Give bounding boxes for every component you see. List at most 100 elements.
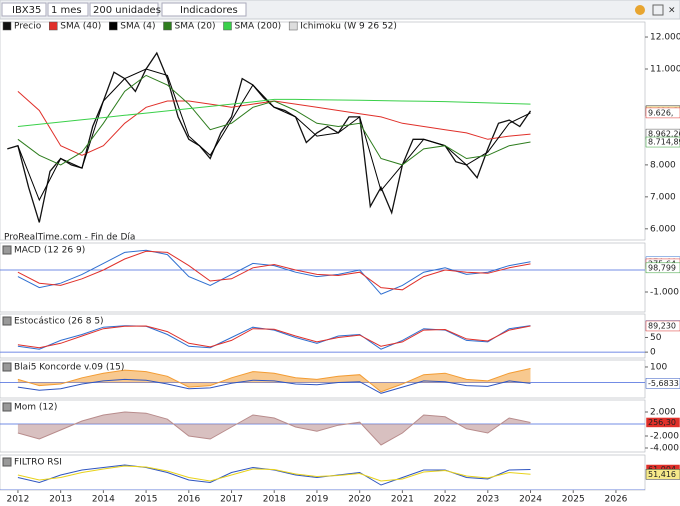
x-tick-label: 2016	[177, 495, 200, 505]
title-icon	[2, 316, 12, 326]
value-label-box	[645, 469, 680, 480]
panel	[0, 454, 646, 491]
value-label-box	[645, 320, 680, 332]
indicators-box[interactable]	[161, 2, 247, 17]
series-line	[17, 74, 531, 166]
value-label: 9.626,	[648, 108, 673, 117]
panel-title: FILTRO RSI	[14, 458, 62, 468]
units-box[interactable]	[89, 2, 159, 17]
value-label: 8.714,89	[648, 138, 680, 147]
plot	[0, 464, 645, 490]
legend-label: Ichimoku (W 9 26 52)	[300, 22, 397, 32]
series-line	[17, 98, 531, 127]
plot	[0, 325, 645, 353]
panel-title: Estocástico (26 8 5)	[14, 317, 104, 327]
legend-swatch	[223, 21, 232, 31]
legend-label: Precio	[14, 22, 42, 32]
panel	[0, 313, 646, 359]
value-label: 51,416	[648, 470, 676, 479]
y-tick-label: 11.000	[650, 64, 680, 74]
legend-swatch	[163, 21, 172, 31]
value-label: 8.962,26	[648, 130, 680, 139]
value-label-box	[645, 417, 680, 428]
series-line	[17, 411, 531, 446]
series-line	[17, 378, 531, 394]
x-tick-label: 2013	[49, 495, 72, 505]
legend-swatch	[2, 21, 12, 31]
legend-swatch	[109, 21, 118, 31]
x-tick-label: 2020	[348, 495, 371, 505]
close-icon[interactable]: ×	[668, 6, 676, 16]
area	[17, 368, 531, 392]
plot	[0, 249, 645, 295]
y-tick-label: -4.000	[650, 443, 679, 453]
value-label: -5,6833	[648, 379, 679, 388]
legend-label: SMA (4)	[120, 22, 155, 32]
x-tick-label: 2015	[135, 495, 158, 505]
y-tick-label: 100	[650, 362, 667, 372]
series-line	[17, 368, 531, 393]
x-tick-label: 2012	[6, 495, 29, 505]
legend-label: SMA (200)	[234, 22, 281, 32]
period-box[interactable]	[47, 2, 89, 17]
panel-title: Mom (12)	[14, 403, 57, 413]
y-tick-label: -1.000	[650, 287, 679, 297]
series-line	[17, 249, 531, 295]
panel	[0, 242, 646, 313]
y-tick-label: 2.000	[650, 407, 676, 417]
units[interactable]: 200 unidades	[93, 5, 161, 16]
value-label-box	[645, 107, 680, 119]
title-icon	[2, 362, 12, 372]
y-tick-label: 8.000	[650, 160, 676, 170]
title-icon	[2, 457, 12, 467]
y-tick-label: 12.000	[650, 33, 680, 43]
toolbar-controls: IBX35 1 mes 200 unidades Indicadores ×	[1, 2, 676, 17]
window-icon[interactable]	[652, 4, 664, 16]
x-tick-label: 2017	[220, 495, 243, 505]
panel	[0, 21, 646, 241]
legend-label: SMA (20)	[175, 22, 216, 32]
symbol-box[interactable]	[1, 2, 47, 17]
plot	[0, 368, 645, 394]
value-label-box	[645, 378, 680, 389]
indicators[interactable]: Indicadores	[180, 5, 238, 16]
x-tick-label: 2021	[391, 495, 414, 505]
x-tick-label: 2026	[605, 495, 628, 505]
title-icon	[2, 245, 12, 255]
y-tick-label: 7.000	[650, 192, 676, 202]
legend-label: SMA (40)	[60, 22, 101, 32]
panel-title: Blai5 Koncorde v.09 (15)	[14, 363, 124, 373]
y-tick-label: 0	[650, 348, 656, 358]
legend-swatch	[288, 21, 298, 31]
y-tick-label: -2.000	[650, 431, 679, 441]
value-label: 89,230	[648, 321, 676, 330]
series-line	[17, 325, 531, 350]
title-icon	[2, 402, 12, 412]
plot	[0, 411, 645, 446]
panel-title: MACD (12 26 9)	[14, 246, 85, 256]
x-tick-label: 2023	[476, 495, 499, 505]
series-line	[17, 250, 531, 291]
legend-swatch	[49, 21, 58, 31]
x-tick-label: 2025	[562, 495, 585, 505]
series-line	[17, 465, 531, 482]
y-tick-label: 6.000	[650, 224, 676, 234]
plot	[7, 51, 532, 223]
value-label: 98,799	[648, 263, 676, 272]
x-tick-label: 2024	[519, 495, 542, 505]
y-tick-label: 50	[650, 333, 662, 343]
x-tick-label: 2019	[305, 495, 328, 505]
value-label: 256,30	[648, 418, 676, 427]
alert-icon[interactable]	[635, 5, 645, 15]
value-label-box	[645, 136, 680, 148]
x-tick-label: 2022	[434, 495, 457, 505]
period[interactable]: 1 mes	[51, 5, 82, 16]
x-tick-label: 2018	[263, 495, 286, 505]
area	[17, 412, 531, 445]
value-label-box	[645, 262, 680, 274]
x-tick-label: 2014	[92, 495, 115, 505]
symbol[interactable]: IBX35	[12, 5, 41, 16]
watermark: ProRealTime.com - Fin de Día	[4, 233, 135, 243]
series-line	[17, 325, 531, 349]
